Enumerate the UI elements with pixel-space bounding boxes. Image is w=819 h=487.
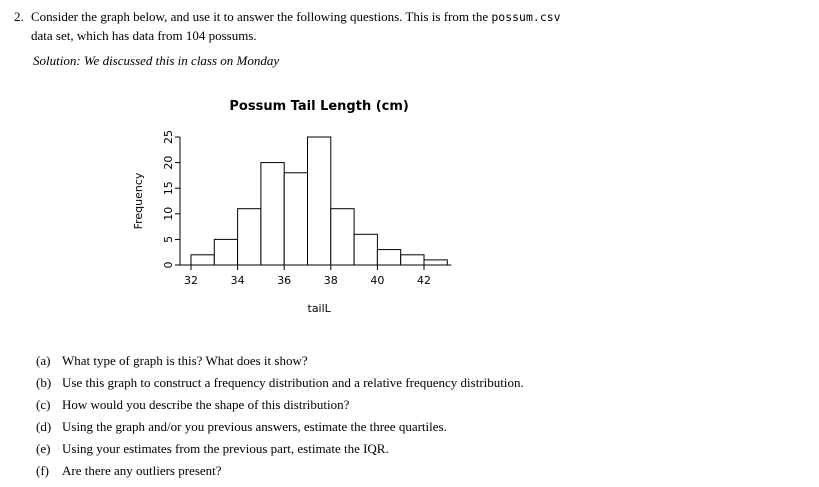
hist-bar — [353, 233, 378, 266]
hist-bar — [190, 254, 215, 266]
x-tick-label: 36 — [277, 274, 291, 287]
subquestion-item: (d) Using the graph and/or you previous … — [36, 416, 776, 438]
y-tick-label: 20 — [162, 156, 175, 170]
y-tick-label: 25 — [162, 130, 175, 144]
dataset-filename: possum.csv — [491, 10, 561, 24]
x-axis-label: tailL — [308, 302, 332, 315]
y-tick-label: 5 — [162, 236, 175, 243]
subquestion-text: Use this graph to construct a frequency … — [62, 375, 524, 390]
subquestion-label: (e) — [36, 441, 51, 456]
hist-bar — [376, 249, 402, 266]
y-tick-label: 15 — [162, 181, 175, 195]
subquestions-list: (a) What type of graph is this? What doe… — [36, 350, 776, 482]
subquestion-label: (f) — [36, 463, 49, 478]
hist-bar — [283, 172, 308, 266]
subquestion-text: Are there any outliers present? — [62, 463, 222, 478]
x-tick-label: 32 — [184, 274, 198, 287]
hist-bar — [423, 259, 448, 266]
subquestion-text: Using your estimates from the previous p… — [62, 441, 389, 456]
question-text-part1: Consider the graph below, and use it to … — [31, 9, 492, 24]
question-intro: 2. Consider the graph below, and use it … — [14, 8, 624, 46]
hist-bar — [330, 208, 355, 266]
possum-histogram-svg: 32 34 36 38 40 42 0 5 10 15 20 25 Possum Tail Length… — [132, 99, 452, 315]
solution-note: Solution: We discussed this in class on … — [33, 53, 280, 68]
x-tick-label: 38 — [324, 274, 338, 287]
chart-title: Possum Tail Length (cm) — [229, 99, 408, 114]
subquestion-item: (b) Use this graph to construct a freque… — [36, 372, 776, 394]
x-tick-label: 40 — [370, 274, 384, 287]
hist-bar — [260, 162, 285, 266]
subquestion-item: (c) How would you describe the shape of … — [36, 394, 776, 416]
subquestion-item: (e) Using your estimates from the previo… — [36, 438, 776, 460]
subquestion-label: (b) — [36, 375, 52, 390]
subquestion-label: (c) — [36, 397, 51, 412]
histogram-figure: 32 34 36 38 40 42 0 5 10 15 20 25 Possum Tail Length… — [118, 92, 478, 337]
hist-bar — [400, 254, 425, 266]
hist-bar — [307, 136, 332, 266]
subquestion-text: Using the graph and/or you previous answ… — [62, 419, 447, 434]
subquestion-label: (a) — [36, 353, 51, 368]
hist-bar — [213, 238, 239, 266]
x-tick-label: 34 — [231, 274, 245, 287]
y-tick-label: 0 — [162, 262, 175, 269]
subquestion-text: How would you describe the shape of this… — [62, 397, 350, 412]
x-tick-label: 42 — [417, 274, 431, 287]
y-tick-label: 10 — [162, 207, 175, 221]
y-axis-label: Frequency — [132, 172, 145, 229]
subquestion-text: What type of graph is this? What does it… — [62, 353, 308, 368]
subquestion-label: (d) — [36, 419, 52, 434]
question-text: Consider the graph below, and use it to … — [31, 8, 624, 46]
question-number: 2. — [14, 9, 24, 24]
subquestion-item: (a) What type of graph is this? What doe… — [36, 350, 776, 372]
subquestion-item: (f) Are there any outliers present? — [36, 460, 776, 482]
question-text-part2: data set, which has data from 104 possum… — [31, 27, 257, 43]
hist-bar — [237, 208, 262, 266]
